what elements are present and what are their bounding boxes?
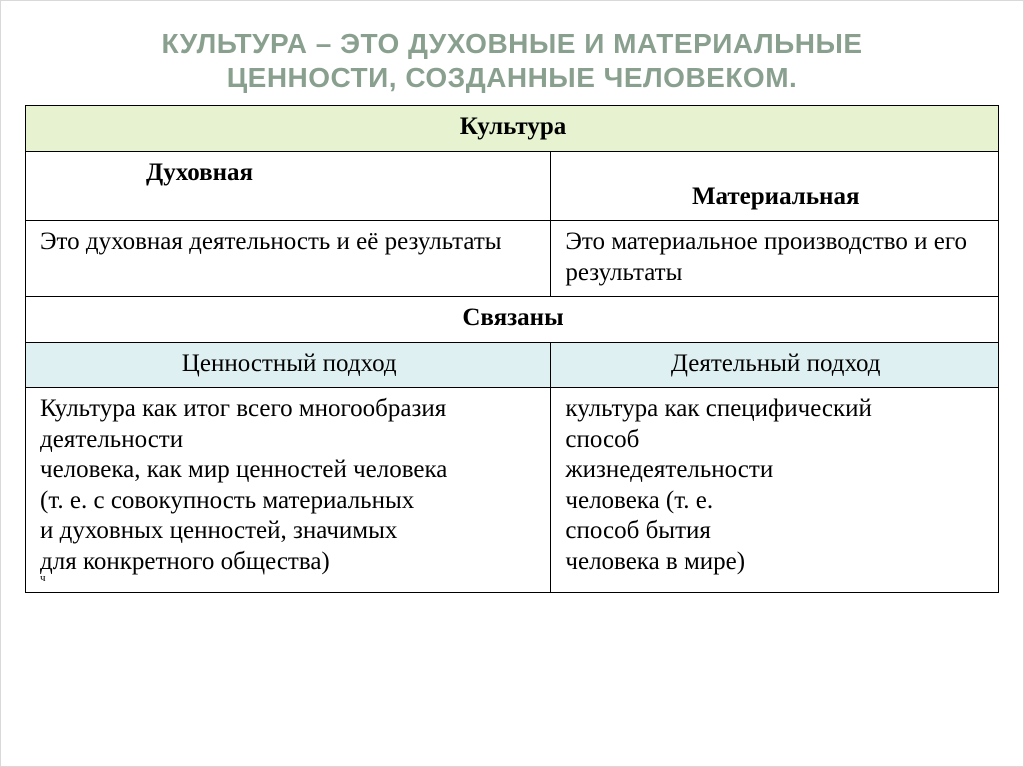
- desc-line: человека в мире): [565, 547, 986, 578]
- definition-material: Это материальное производство и его резу…: [551, 221, 999, 297]
- subheader-material: Материальная: [551, 151, 999, 221]
- title-line-2: ЦЕННОСТИ, СОЗДАННЫЕ ЧЕЛОВЕКОМ.: [227, 62, 798, 93]
- desc-line: способ бытия: [565, 516, 986, 547]
- desc-line: человека, как мир ценностей человека: [40, 455, 538, 486]
- slide-title: КУЛЬТУРА – ЭТО ДУХОВНЫЕ И МАТЕРИАЛЬНЫЕ Ц…: [37, 27, 987, 95]
- header-related: Связаны: [26, 297, 999, 343]
- table-row: Культура как итог всего многообразия дея…: [26, 388, 999, 593]
- table-row: Культура: [26, 106, 999, 152]
- desc-line: культура как специфический: [565, 394, 986, 425]
- desc-line: и духовных ценностей, значимых: [40, 516, 538, 547]
- desc-line: Культура как итог всего многообразия дея…: [40, 394, 538, 455]
- description-activity-approach: культура как специфический способ жизнед…: [551, 388, 999, 593]
- header-culture: Культура: [26, 106, 999, 152]
- desc-line: (т. е. с совокупность материальных: [40, 486, 538, 517]
- desc-line: жизнедеятельности: [565, 455, 986, 486]
- desc-line: способ: [565, 425, 986, 456]
- table-row: Духовная Материальная: [26, 151, 999, 221]
- table-row: Связаны: [26, 297, 999, 343]
- table-row: Это духовная деятельность и её результат…: [26, 221, 999, 297]
- desc-line: человека (т. е.: [565, 486, 986, 517]
- slide-container: КУЛЬТУРА – ЭТО ДУХОВНЫЕ И МАТЕРИАЛЬНЫЕ Ц…: [0, 0, 1024, 767]
- approach-value: Ценностный подход: [26, 342, 551, 388]
- table-row: Ценностный подход Деятельный подход: [26, 342, 999, 388]
- description-value-approach: Культура как итог всего многообразия дея…: [26, 388, 551, 593]
- approach-activity: Деятельный подход: [551, 342, 999, 388]
- title-line-1: КУЛЬТУРА – ЭТО ДУХОВНЫЕ И МАТЕРИАЛЬНЫЕ: [161, 28, 862, 59]
- subheader-spiritual: Духовная: [26, 151, 551, 221]
- definition-spiritual: Это духовная деятельность и её результат…: [26, 221, 551, 297]
- culture-table: Культура Духовная Материальная Это духов…: [25, 105, 999, 593]
